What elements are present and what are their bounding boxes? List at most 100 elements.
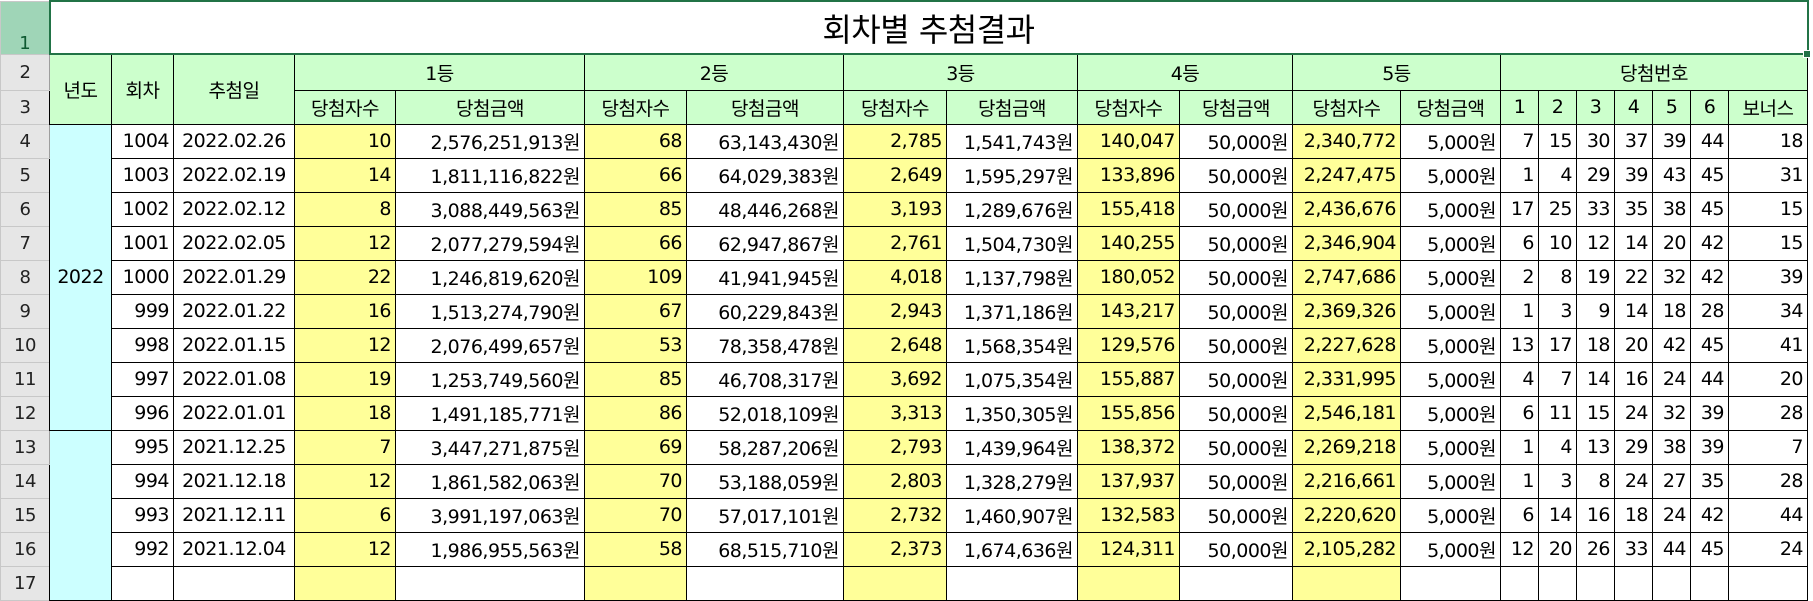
- winners-count-cell[interactable]: 66: [584, 157, 687, 193]
- prize-amount-cell[interactable]: 1,504,730원: [946, 225, 1078, 261]
- prize-amount-cell[interactable]: 50,000원: [1179, 327, 1293, 363]
- winning-number-cell[interactable]: 3: [1538, 463, 1577, 499]
- prize-amount-cell[interactable]: 41,941,945원: [686, 259, 844, 295]
- fill-handle[interactable]: [1803, 50, 1811, 58]
- header-prize-amount[interactable]: 당첨금액: [946, 89, 1078, 125]
- prize-amount-cell[interactable]: 52,018,109원: [686, 395, 844, 431]
- winning-number-cell[interactable]: 14: [1614, 225, 1653, 261]
- prize-amount-cell[interactable]: [946, 565, 1078, 601]
- prize-amount-cell[interactable]: 2,576,251,913원: [395, 123, 585, 159]
- winners-count-cell[interactable]: 85: [584, 361, 687, 397]
- date-cell[interactable]: 2022.01.01: [173, 395, 295, 431]
- prize-amount-cell[interactable]: 57,017,101원: [686, 497, 844, 533]
- date-cell[interactable]: 2022.02.12: [173, 191, 295, 227]
- winners-count-cell[interactable]: 8: [294, 191, 396, 227]
- winning-number-cell[interactable]: 4: [1538, 429, 1577, 465]
- winners-count-cell[interactable]: 2,369,326: [1292, 293, 1401, 329]
- winning-number-cell[interactable]: 14: [1576, 361, 1615, 397]
- winners-count-cell[interactable]: 140,255: [1077, 225, 1180, 261]
- winners-count-cell[interactable]: 2,247,475: [1292, 157, 1401, 193]
- date-cell[interactable]: 2021.12.18: [173, 463, 295, 499]
- header-winning-numbers[interactable]: 당첨번호: [1500, 53, 1808, 91]
- winning-number-cell[interactable]: [1690, 565, 1729, 601]
- winning-number-cell[interactable]: 45: [1690, 531, 1729, 567]
- winners-count-cell[interactable]: 3,692: [843, 361, 947, 397]
- bonus-number-cell[interactable]: 28: [1728, 463, 1808, 499]
- winning-number-cell[interactable]: [1538, 565, 1577, 601]
- winners-count-cell[interactable]: 18: [294, 395, 396, 431]
- prize-amount-cell[interactable]: 1,350,305원: [946, 395, 1078, 431]
- prize-amount-cell[interactable]: 68,515,710원: [686, 531, 844, 567]
- date-cell[interactable]: 2022.01.29: [173, 259, 295, 295]
- winning-number-cell[interactable]: 33: [1576, 191, 1615, 227]
- winners-count-cell[interactable]: 2,649: [843, 157, 947, 193]
- winning-number-cell[interactable]: 22: [1614, 259, 1653, 295]
- header-winners-count[interactable]: 당첨자수: [584, 89, 687, 125]
- row-header[interactable]: 12: [0, 395, 50, 431]
- winning-number-cell[interactable]: 4: [1538, 157, 1577, 193]
- header-number-3[interactable]: 3: [1576, 89, 1615, 125]
- prize-amount-cell[interactable]: 5,000원: [1400, 429, 1501, 465]
- prize-amount-cell[interactable]: 1,491,185,771원: [395, 395, 585, 431]
- prize-amount-cell[interactable]: 1,460,907원: [946, 497, 1078, 533]
- winning-number-cell[interactable]: 44: [1690, 123, 1729, 159]
- prize-amount-cell[interactable]: 50,000원: [1179, 429, 1293, 465]
- winners-count-cell[interactable]: 137,937: [1077, 463, 1180, 499]
- winners-count-cell[interactable]: 2,793: [843, 429, 947, 465]
- winners-count-cell[interactable]: 109: [584, 259, 687, 295]
- winning-number-cell[interactable]: 42: [1690, 259, 1729, 295]
- prize-amount-cell[interactable]: 1,811,116,822원: [395, 157, 585, 193]
- winning-number-cell[interactable]: 15: [1538, 123, 1577, 159]
- winners-count-cell[interactable]: 70: [584, 463, 687, 499]
- date-cell[interactable]: [173, 565, 295, 601]
- winners-count-cell[interactable]: 2,436,676: [1292, 191, 1401, 227]
- winners-count-cell[interactable]: 12: [294, 327, 396, 363]
- prize-amount-cell[interactable]: 78,358,478원: [686, 327, 844, 363]
- winners-count-cell[interactable]: 67: [584, 293, 687, 329]
- winning-number-cell[interactable]: 16: [1614, 361, 1653, 397]
- winning-number-cell[interactable]: 44: [1652, 531, 1691, 567]
- winners-count-cell[interactable]: [1292, 565, 1401, 601]
- winners-count-cell[interactable]: 2,373: [843, 531, 947, 567]
- prize-amount-cell[interactable]: 5,000원: [1400, 225, 1501, 261]
- prize-amount-cell[interactable]: [686, 565, 844, 601]
- round-cell[interactable]: [111, 565, 174, 601]
- prize-amount-cell[interactable]: 5,000원: [1400, 327, 1501, 363]
- header-prize-amount[interactable]: 당첨금액: [1179, 89, 1293, 125]
- prize-amount-cell[interactable]: 1,075,354원: [946, 361, 1078, 397]
- row-header[interactable]: 13: [0, 429, 50, 465]
- date-cell[interactable]: 2021.12.11: [173, 497, 295, 533]
- date-cell[interactable]: 2022.02.05: [173, 225, 295, 261]
- prize-amount-cell[interactable]: 50,000원: [1179, 191, 1293, 227]
- header-number-4[interactable]: 4: [1614, 89, 1653, 125]
- bonus-number-cell[interactable]: [1728, 565, 1808, 601]
- header-winners-count[interactable]: 당첨자수: [1077, 89, 1180, 125]
- winning-number-cell[interactable]: 7: [1538, 361, 1577, 397]
- row-header[interactable]: 4: [0, 123, 50, 159]
- header-number-5[interactable]: 5: [1652, 89, 1691, 125]
- row-header[interactable]: 1: [0, 0, 50, 55]
- prize-amount-cell[interactable]: 3,991,197,063원: [395, 497, 585, 533]
- date-cell[interactable]: 2022.02.26: [173, 123, 295, 159]
- winners-count-cell[interactable]: 138,372: [1077, 429, 1180, 465]
- winning-number-cell[interactable]: 4: [1500, 361, 1539, 397]
- winning-number-cell[interactable]: 29: [1576, 157, 1615, 193]
- round-cell[interactable]: 999: [111, 293, 174, 329]
- winning-number-cell[interactable]: 3: [1538, 293, 1577, 329]
- prize-amount-cell[interactable]: 48,446,268원: [686, 191, 844, 227]
- winning-number-cell[interactable]: 8: [1538, 259, 1577, 295]
- bonus-number-cell[interactable]: 28: [1728, 395, 1808, 431]
- prize-amount-cell[interactable]: 50,000원: [1179, 395, 1293, 431]
- round-cell[interactable]: 1001: [111, 225, 174, 261]
- winners-count-cell[interactable]: 2,227,628: [1292, 327, 1401, 363]
- bonus-number-cell[interactable]: 18: [1728, 123, 1808, 159]
- row-header[interactable]: 2: [0, 53, 50, 91]
- winners-count-cell[interactable]: [1077, 565, 1180, 601]
- prize-amount-cell[interactable]: 5,000원: [1400, 191, 1501, 227]
- winners-count-cell[interactable]: 22: [294, 259, 396, 295]
- round-cell[interactable]: 1003: [111, 157, 174, 193]
- prize-amount-cell[interactable]: 50,000원: [1179, 225, 1293, 261]
- row-header[interactable]: 17: [0, 565, 50, 601]
- row-header[interactable]: 6: [0, 191, 50, 227]
- header-rank-4[interactable]: 4등: [1077, 53, 1293, 91]
